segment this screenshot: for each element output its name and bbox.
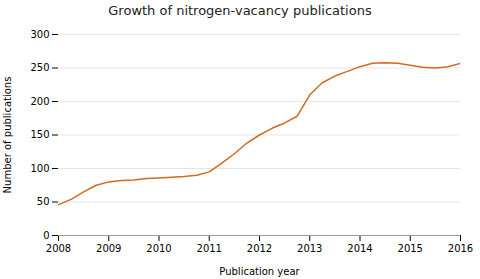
svg-text:200: 200 <box>30 96 49 107</box>
svg-text:250: 250 <box>30 62 49 73</box>
svg-text:2016: 2016 <box>448 243 473 254</box>
svg-text:2009: 2009 <box>96 243 121 254</box>
svg-text:2012: 2012 <box>247 243 272 254</box>
svg-text:2015: 2015 <box>398 243 423 254</box>
svg-text:2014: 2014 <box>347 243 372 254</box>
html-text:Growth of nitrogen-vacancy pub: Growth of nitrogen-vacancy publications <box>108 3 372 18</box>
svg-text:2008: 2008 <box>46 243 71 254</box>
svg-text:0: 0 <box>43 230 49 241</box>
svg-text:150: 150 <box>30 129 49 140</box>
svg-text:100: 100 <box>30 163 49 174</box>
svg-text:300: 300 <box>30 29 49 40</box>
svg-text:Publication year: Publication year <box>219 266 300 277</box>
svg-text:2013: 2013 <box>297 243 322 254</box>
svg-text:2010: 2010 <box>146 243 171 254</box>
svg-text:Number of publications: Number of publications <box>2 77 13 194</box>
svg-text:50: 50 <box>37 196 50 207</box>
svg-text:2011: 2011 <box>197 243 222 254</box>
